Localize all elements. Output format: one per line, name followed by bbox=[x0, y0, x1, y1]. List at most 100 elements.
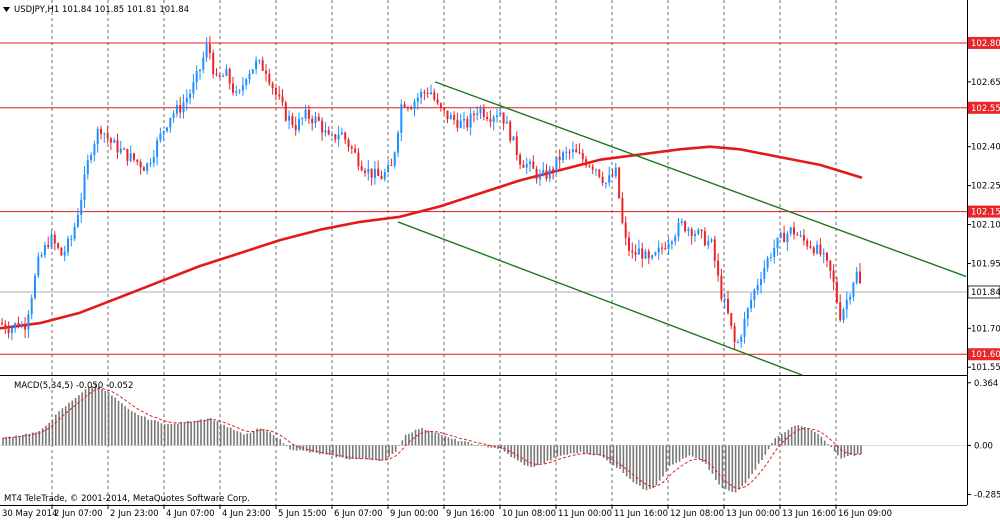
macd-histogram-bar bbox=[559, 445, 562, 456]
level-price-tag[interactable] bbox=[968, 205, 1000, 218]
time-tick-label: 13 Jun 00:00 bbox=[726, 509, 780, 519]
macd-histogram-bar bbox=[292, 445, 295, 451]
macd-histogram-bar bbox=[748, 445, 750, 479]
macd-histogram-bar bbox=[807, 428, 809, 446]
candle-body bbox=[426, 92, 429, 95]
macd-histogram-bar bbox=[84, 389, 87, 446]
candle-body bbox=[476, 113, 479, 116]
candle-body bbox=[713, 239, 716, 261]
candle-body bbox=[146, 163, 149, 171]
candle-body bbox=[545, 170, 548, 179]
macd-histogram-bar bbox=[375, 445, 377, 460]
candle-body bbox=[397, 132, 399, 153]
macd-histogram-bar bbox=[437, 432, 440, 446]
candle-body bbox=[568, 151, 571, 153]
macd-histogram-bar bbox=[447, 437, 450, 446]
macd-histogram-bar bbox=[246, 433, 248, 446]
macd-histogram-bar bbox=[117, 400, 120, 446]
level-price-tag-label: 102.15 bbox=[971, 208, 1000, 218]
macd-histogram-bar bbox=[71, 400, 74, 446]
candle-body bbox=[406, 107, 409, 109]
channel-lines[interactable] bbox=[397, 81, 967, 376]
macd-histogram-bar bbox=[705, 445, 707, 464]
level-price-tag[interactable] bbox=[968, 101, 1000, 114]
macd-tick-label: -0.285 bbox=[974, 490, 1000, 500]
macd-histogram-bar bbox=[553, 445, 555, 458]
candle-body bbox=[505, 121, 508, 124]
channel-line-upper[interactable] bbox=[434, 81, 967, 278]
macd-histogram-bar bbox=[130, 411, 133, 446]
candle-body bbox=[14, 322, 17, 329]
macd-histogram-bar bbox=[460, 441, 463, 446]
candle-body bbox=[779, 232, 782, 238]
candle-body bbox=[542, 170, 545, 175]
macd-histogram-bar bbox=[672, 445, 674, 465]
time-tick-label: 12 Jun 08:00 bbox=[670, 509, 724, 519]
macd-histogram-bar bbox=[678, 445, 681, 462]
macd-histogram-bar bbox=[477, 444, 479, 446]
macd-histogram-bar bbox=[5, 436, 8, 446]
macd-histogram-bar bbox=[774, 438, 776, 446]
candle-body bbox=[647, 251, 650, 259]
macd-histogram-bar bbox=[510, 445, 512, 457]
candle-body bbox=[53, 234, 56, 244]
price-tick-label: 101.95 bbox=[971, 259, 1000, 269]
macd-histogram-bar bbox=[698, 445, 701, 460]
macd-histogram-bar bbox=[2, 437, 4, 446]
macd-histogram-bar bbox=[500, 445, 503, 450]
macd-histogram-bar bbox=[787, 429, 790, 446]
price-tick-label: 102.65 bbox=[971, 78, 1000, 88]
candle-body bbox=[760, 279, 762, 286]
macd-histogram-bar bbox=[540, 445, 542, 464]
macd-histogram-bar bbox=[517, 445, 519, 461]
candle-body bbox=[403, 104, 406, 108]
macd-histogram-bar bbox=[487, 445, 489, 448]
macd-histogram-bar bbox=[101, 389, 103, 446]
candle-body bbox=[222, 75, 225, 77]
horizontal-levels[interactable] bbox=[0, 42, 967, 355]
macd-histogram-bar bbox=[457, 441, 460, 446]
candle-body bbox=[241, 85, 244, 91]
candle-body bbox=[697, 229, 700, 234]
candle-body bbox=[802, 235, 805, 241]
macd-histogram-bar bbox=[183, 422, 186, 446]
macd-histogram-bar bbox=[589, 445, 592, 455]
macd-histogram-bar bbox=[391, 445, 394, 454]
macd-histogram-bar bbox=[45, 425, 47, 446]
macd-histogram-bar bbox=[150, 420, 153, 446]
grid-layer bbox=[0, 0, 968, 506]
macd-histogram-bar bbox=[206, 418, 209, 446]
candle-body bbox=[644, 251, 647, 259]
macd-histogram-bar bbox=[662, 445, 664, 477]
candle-body bbox=[370, 168, 373, 178]
macd-histogram-bar bbox=[48, 422, 50, 446]
candle-body bbox=[789, 227, 792, 234]
macd-histogram-bar bbox=[408, 433, 410, 446]
candle-body bbox=[271, 83, 274, 89]
level-price-tag[interactable] bbox=[968, 348, 1000, 361]
macd-histogram-bar bbox=[262, 429, 265, 446]
macd-histogram-bar bbox=[635, 445, 638, 485]
candle-body bbox=[532, 161, 535, 169]
macd-histogram-bar bbox=[800, 426, 803, 446]
candle-body bbox=[205, 44, 208, 58]
candle-body bbox=[842, 309, 845, 321]
candle-body bbox=[604, 182, 607, 184]
level-price-tag[interactable] bbox=[968, 36, 1000, 49]
macd-histogram-bar bbox=[394, 445, 397, 452]
channel-line-lower[interactable] bbox=[397, 221, 803, 376]
candle-body bbox=[7, 329, 10, 334]
candle-body bbox=[657, 247, 660, 253]
macd-histogram-bar bbox=[226, 427, 229, 446]
candle-body bbox=[307, 110, 310, 119]
triangle-down-icon[interactable] bbox=[3, 7, 10, 12]
candle-body bbox=[835, 281, 838, 303]
macd-histogram-bar bbox=[632, 445, 635, 483]
macd-histogram-bar bbox=[140, 415, 143, 446]
symbol-ohlc-line: USDJPY,H1 101.84 101.85 101.81 101.84 bbox=[14, 5, 189, 15]
macd-histogram-bar bbox=[741, 445, 743, 487]
time-tick-label: 9 Jun 16:00 bbox=[446, 509, 495, 519]
macd-histogram-bar bbox=[718, 445, 720, 485]
candle-body bbox=[472, 113, 475, 116]
